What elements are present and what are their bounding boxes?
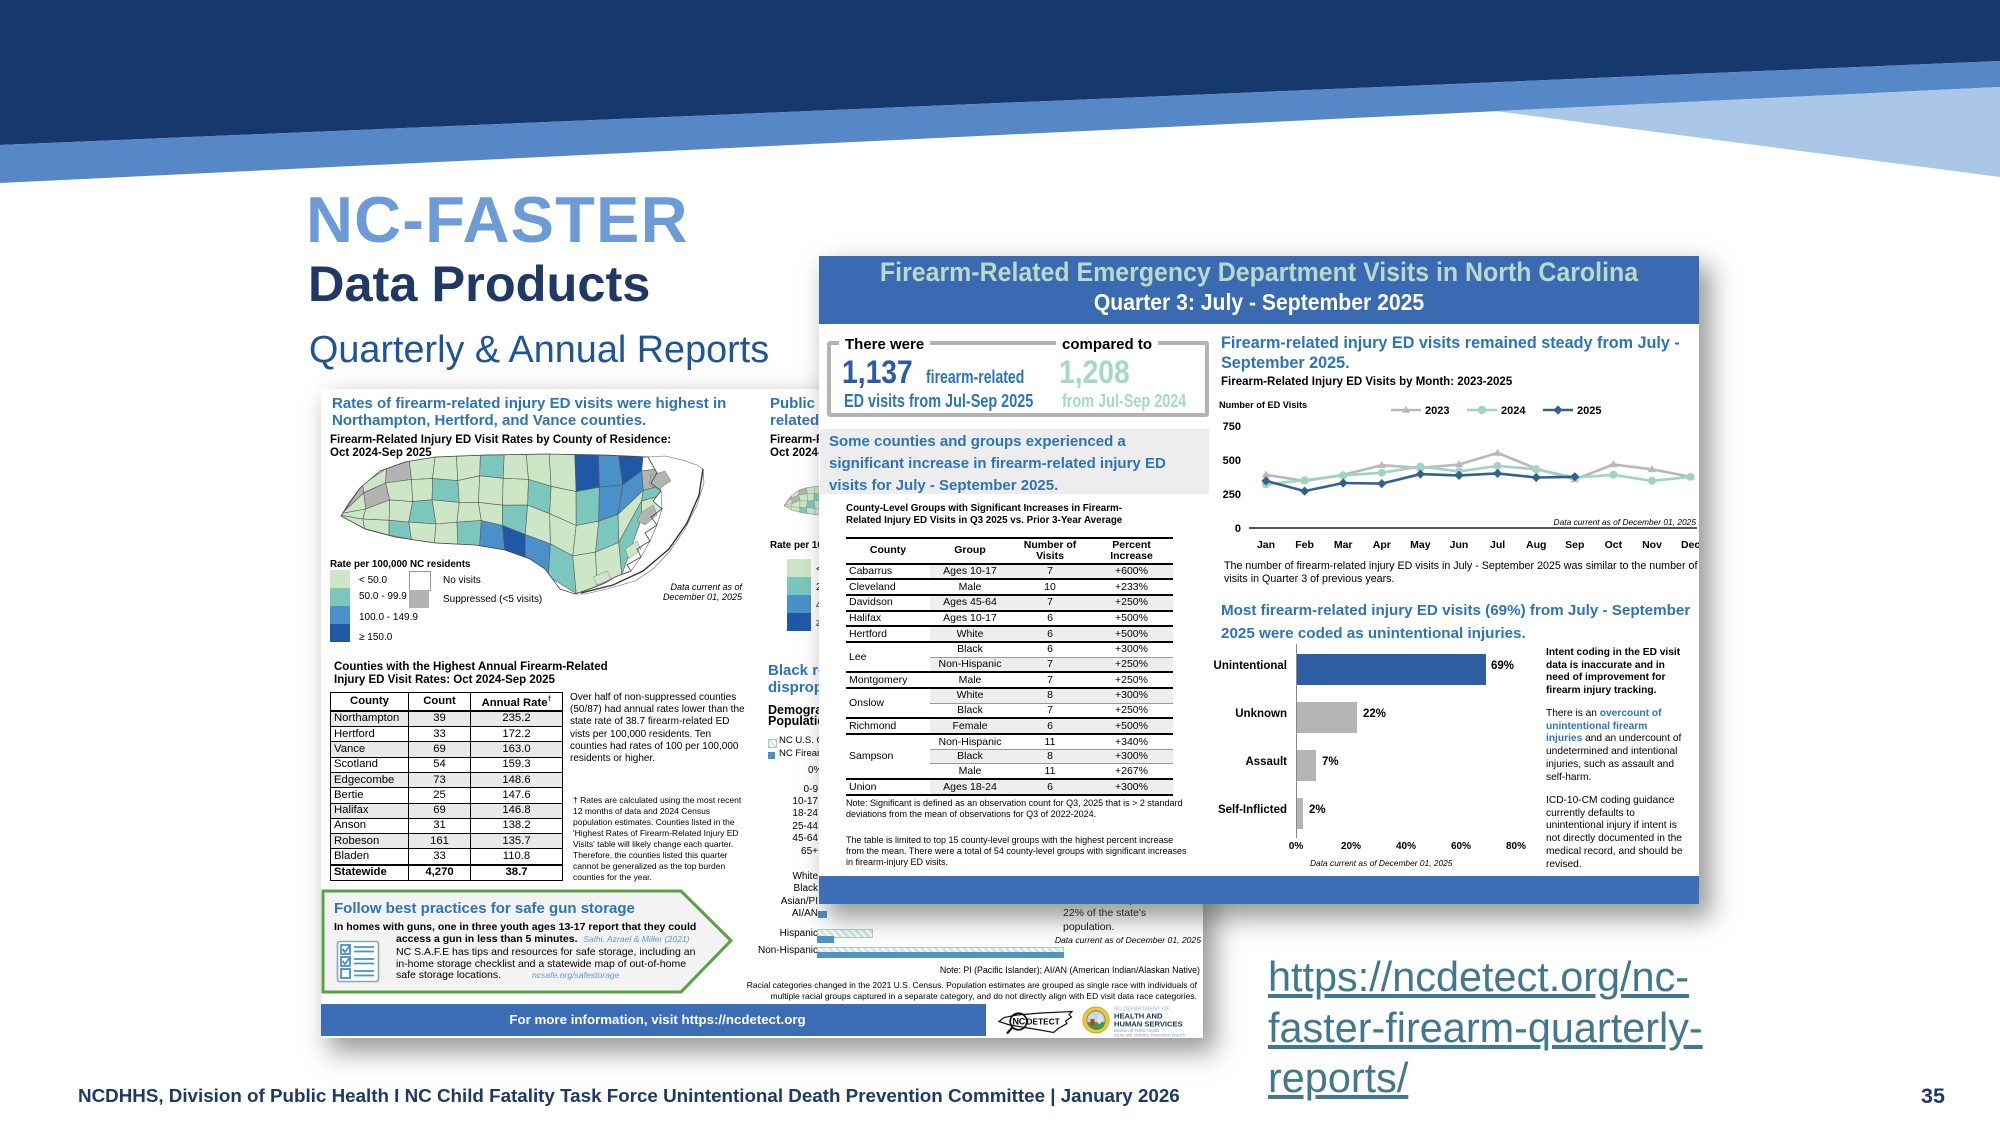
svg-text:Division of Public Health: Division of Public Health bbox=[1114, 1028, 1160, 1033]
svg-text:NC: NC bbox=[1013, 1017, 1026, 1027]
svg-text:HEALTH AND: HEALTH AND bbox=[1114, 1012, 1163, 1021]
svg-text:Data current as of December 01: Data current as of December 01, 2025 bbox=[1554, 517, 1697, 527]
svg-text:DETECT: DETECT bbox=[1027, 1018, 1060, 1027]
svg-text:Jan: Jan bbox=[1257, 539, 1275, 551]
svg-text:Injury and Violence Prevention: Injury and Violence Prevention Branch bbox=[1114, 1033, 1186, 1038]
svg-text:Dec: Dec bbox=[1681, 539, 1699, 551]
svg-text:NC DEPARTMENT OF: NC DEPARTMENT OF bbox=[1114, 1007, 1170, 1013]
svg-text:2023: 2023 bbox=[1425, 405, 1449, 417]
svg-text:Apr: Apr bbox=[1373, 539, 1391, 551]
svg-text:Oct: Oct bbox=[1605, 539, 1623, 551]
svg-text:0: 0 bbox=[1235, 523, 1241, 535]
svg-text:Jun: Jun bbox=[1450, 539, 1469, 551]
svg-text:Nov: Nov bbox=[1642, 539, 1662, 551]
svg-text:Sep: Sep bbox=[1565, 539, 1584, 551]
svg-text:250: 250 bbox=[1223, 489, 1241, 501]
svg-text:Jul: Jul bbox=[1490, 539, 1505, 551]
svg-text:May: May bbox=[1410, 539, 1431, 551]
svg-text:Number of ED Visits: Number of ED Visits bbox=[1219, 400, 1307, 410]
svg-text:750: 750 bbox=[1223, 421, 1241, 433]
svg-text:HUMAN SERVICES: HUMAN SERVICES bbox=[1114, 1020, 1183, 1029]
svg-text:500: 500 bbox=[1223, 455, 1241, 467]
svg-text:2024: 2024 bbox=[1501, 405, 1526, 417]
svg-text:2025: 2025 bbox=[1577, 405, 1601, 417]
svg-text:Mar: Mar bbox=[1334, 539, 1353, 551]
svg-text:Aug: Aug bbox=[1526, 539, 1546, 551]
svg-text:Feb: Feb bbox=[1295, 539, 1314, 551]
